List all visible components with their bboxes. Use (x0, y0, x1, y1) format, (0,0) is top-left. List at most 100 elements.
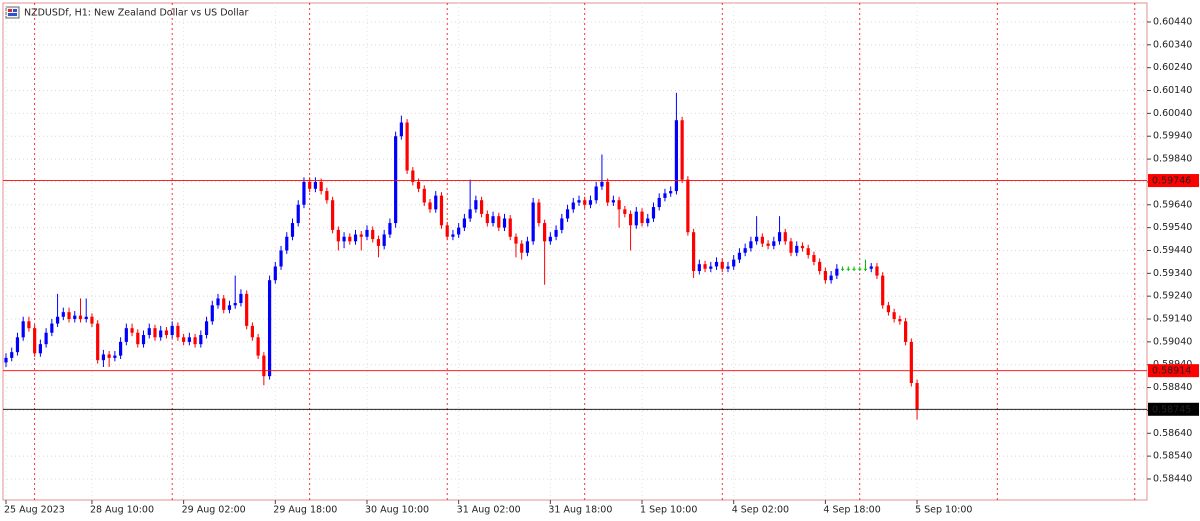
candle-body (55, 316, 60, 324)
candle-body (898, 319, 902, 322)
candle-body (290, 223, 295, 237)
price-label: 0.58745 (1152, 404, 1191, 415)
candle-body (628, 213, 633, 226)
candle-body (915, 383, 919, 410)
candle-body (869, 266, 873, 269)
candle-body (388, 223, 392, 235)
candle-body (342, 236, 346, 242)
candle-body (863, 268, 868, 270)
candle-body (600, 181, 604, 187)
x-tick-label: 4 Sep 02:00 (732, 505, 789, 516)
candle-body (714, 261, 719, 267)
candle-body (67, 312, 71, 320)
x-tick-label: 31 Aug 18:00 (548, 505, 612, 516)
x-tick-label: 25 Aug 2023 (4, 505, 65, 516)
candle-body (279, 250, 283, 267)
candle-body (571, 202, 575, 210)
candle-body (245, 293, 249, 326)
candle-body (846, 268, 850, 270)
candle-body (520, 243, 524, 253)
candle-body (646, 218, 650, 224)
candle-body (239, 293, 243, 304)
candle-body (502, 218, 507, 228)
candle-body (90, 316, 94, 324)
candle-body (640, 211, 644, 224)
icon-part (8, 13, 17, 16)
price-label-box (1148, 364, 1199, 378)
candle-body (548, 236, 552, 242)
y-tick-label: 0.60140 (1153, 85, 1192, 96)
candle-body (617, 200, 621, 210)
candle-body (737, 252, 742, 260)
candle-body (256, 337, 260, 356)
candle-body (84, 316, 88, 320)
candle-body (199, 335, 203, 345)
candle-body (835, 268, 839, 276)
candle-body (371, 229, 375, 240)
candle-body (904, 321, 908, 342)
candle-body (508, 218, 512, 237)
candle-body (491, 216, 495, 224)
x-tick-label: 4 Sep 18:00 (823, 505, 880, 516)
candle-body (422, 188, 426, 203)
candle-body (777, 232, 782, 242)
candle-body (78, 315, 83, 320)
y-tick-label: 0.58840 (1153, 382, 1192, 393)
candle-body (663, 193, 667, 198)
candle-body (119, 341, 123, 356)
candle-body (583, 200, 587, 205)
candle-body (73, 315, 77, 320)
candle-body (732, 259, 736, 267)
candle-body (308, 181, 312, 189)
candle-body (107, 354, 111, 358)
candle-body (10, 352, 14, 358)
y-tick-label: 0.60440 (1153, 16, 1192, 27)
candle-body (319, 181, 323, 192)
x-tick-label: 29 Aug 18:00 (273, 505, 337, 516)
y-tick-label: 0.58540 (1153, 451, 1192, 462)
candle-body (703, 264, 707, 269)
candle-body (669, 191, 673, 194)
candle-body (204, 321, 209, 336)
candle-body (176, 325, 180, 338)
candle-body (38, 344, 42, 354)
price-label: 0.58914 (1152, 366, 1191, 377)
candle-body (405, 122, 409, 171)
candle-body (623, 209, 627, 214)
candle-body (136, 332, 140, 345)
y-tick-label: 0.59840 (1153, 154, 1192, 165)
candle-body (216, 298, 220, 306)
candle-body (766, 243, 770, 246)
candle-body (634, 211, 638, 226)
y-tick-label: 0.60240 (1153, 62, 1192, 73)
candle-body (182, 337, 186, 342)
candle-body (250, 325, 254, 338)
icon-part (13, 9, 17, 12)
candle-body (124, 328, 128, 342)
candle-body (96, 323, 100, 361)
candle-body (806, 248, 810, 256)
candle-body (606, 181, 610, 203)
candle-body (262, 355, 266, 377)
candle-body (543, 223, 547, 242)
candle-body (411, 170, 415, 182)
candle-body (686, 179, 690, 233)
candle-body (611, 200, 615, 203)
candle-body (331, 200, 335, 230)
y-tick-label: 0.58440 (1153, 473, 1192, 484)
candle-body (394, 136, 398, 224)
candle-body (651, 207, 656, 219)
candle-body (577, 200, 581, 203)
candle-body (170, 325, 174, 336)
candle-body (428, 202, 432, 210)
candle-body (909, 341, 913, 384)
icon-frame (5, 6, 20, 19)
candle-body (233, 303, 237, 306)
candle-body (336, 229, 340, 242)
candle-body (273, 266, 277, 281)
candle-body (457, 227, 461, 235)
candle-body (875, 266, 879, 276)
candle-body (302, 181, 306, 205)
